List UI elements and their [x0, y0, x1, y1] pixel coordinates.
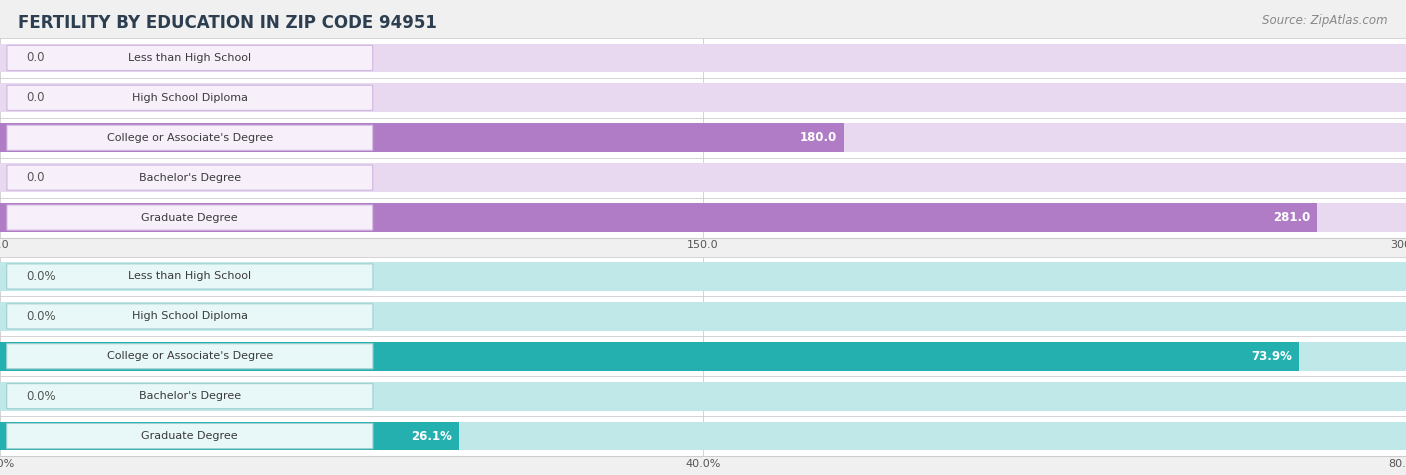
Text: 0.0: 0.0	[25, 171, 45, 184]
Text: 0.0: 0.0	[25, 91, 45, 104]
Text: 0.0: 0.0	[25, 51, 45, 65]
FancyBboxPatch shape	[7, 424, 373, 448]
Bar	[0, 336, 1406, 376]
Bar	[0, 203, 1317, 232]
FancyBboxPatch shape	[7, 46, 373, 70]
Bar	[0, 342, 1299, 370]
FancyBboxPatch shape	[7, 384, 373, 408]
Text: Graduate Degree: Graduate Degree	[142, 212, 238, 223]
Bar	[0, 302, 1406, 331]
FancyBboxPatch shape	[7, 165, 373, 190]
Bar	[0, 382, 1406, 410]
Text: High School Diploma: High School Diploma	[132, 93, 247, 103]
Text: Source: ZipAtlas.com: Source: ZipAtlas.com	[1263, 14, 1388, 27]
Text: Bachelor's Degree: Bachelor's Degree	[139, 172, 240, 183]
Text: 0.0%: 0.0%	[25, 270, 56, 283]
Bar	[0, 124, 844, 152]
Text: Bachelor's Degree: Bachelor's Degree	[139, 391, 240, 401]
FancyBboxPatch shape	[7, 205, 373, 230]
Text: 180.0: 180.0	[800, 131, 837, 144]
FancyBboxPatch shape	[7, 264, 373, 289]
Bar	[0, 84, 1406, 112]
Bar	[0, 118, 1406, 158]
Bar	[0, 203, 1406, 232]
Bar	[0, 262, 1406, 291]
Bar	[0, 44, 1406, 72]
Bar	[0, 416, 1406, 456]
Bar	[0, 198, 1406, 238]
Text: College or Associate's Degree: College or Associate's Degree	[107, 351, 273, 361]
Text: Less than High School: Less than High School	[128, 53, 252, 63]
Bar	[0, 376, 1406, 416]
Bar	[0, 296, 1406, 336]
FancyBboxPatch shape	[7, 304, 373, 329]
Bar	[0, 422, 1406, 450]
Bar	[0, 342, 1406, 370]
Text: 26.1%: 26.1%	[411, 429, 451, 443]
Bar	[0, 256, 1406, 296]
FancyBboxPatch shape	[7, 86, 373, 110]
Text: College or Associate's Degree: College or Associate's Degree	[107, 133, 273, 143]
Bar	[0, 422, 458, 450]
Bar	[0, 124, 1406, 152]
Text: 73.9%: 73.9%	[1251, 350, 1292, 363]
Bar	[0, 158, 1406, 198]
Text: FERTILITY BY EDUCATION IN ZIP CODE 94951: FERTILITY BY EDUCATION IN ZIP CODE 94951	[18, 14, 437, 32]
FancyBboxPatch shape	[7, 344, 373, 369]
Bar	[0, 163, 1406, 192]
Text: Graduate Degree: Graduate Degree	[142, 431, 238, 441]
Bar	[0, 38, 1406, 78]
Text: Less than High School: Less than High School	[128, 271, 252, 282]
Text: High School Diploma: High School Diploma	[132, 311, 247, 322]
Bar	[0, 78, 1406, 118]
FancyBboxPatch shape	[7, 125, 373, 150]
Text: 281.0: 281.0	[1272, 211, 1310, 224]
Text: 0.0%: 0.0%	[25, 310, 56, 323]
Text: 0.0%: 0.0%	[25, 390, 56, 403]
